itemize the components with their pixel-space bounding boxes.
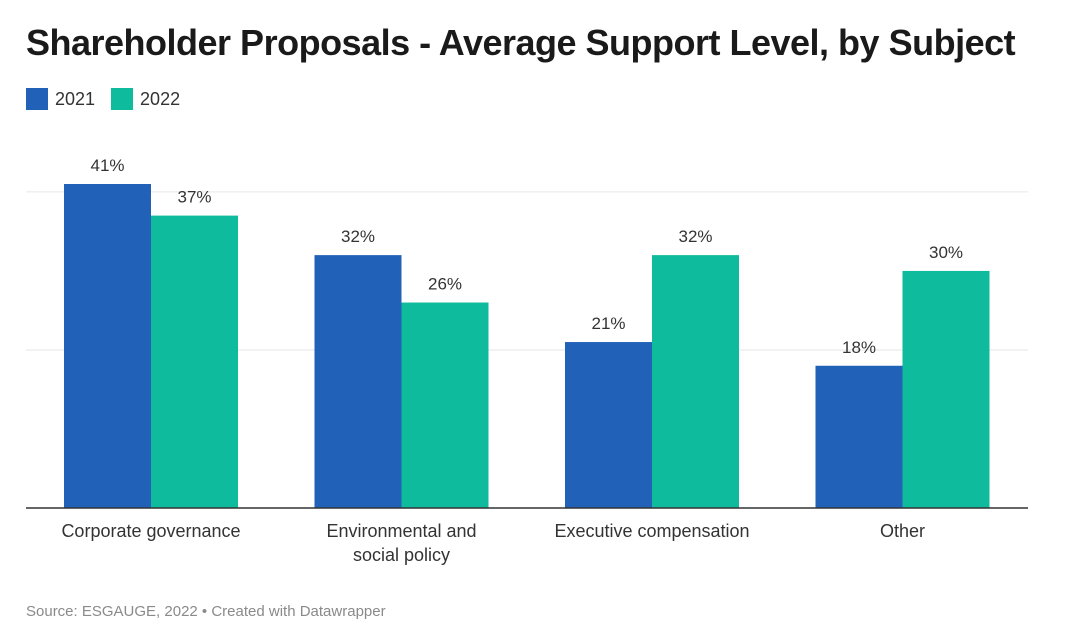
value-label-2022-3: 30% — [929, 243, 963, 262]
bar-2022-3 — [902, 270, 990, 508]
category-label-2: Executive compensation — [554, 521, 749, 541]
bar-2022-2 — [652, 255, 739, 508]
legend-swatch-2021 — [26, 88, 48, 110]
value-label-2022-0: 37% — [177, 188, 211, 207]
value-label-2021-1: 32% — [341, 227, 375, 246]
legend-swatch-2022 — [111, 88, 134, 110]
legend-label-2022: 2022 — [140, 88, 181, 109]
bar-2022-0 — [151, 215, 238, 509]
bar-2021-0 — [64, 184, 151, 508]
source-note: Source: ESGAUGE, 2022 • Created with Dat… — [26, 603, 386, 620]
bar-2021-3 — [815, 365, 903, 508]
value-label-2021-0: 41% — [90, 156, 124, 175]
value-label-2021-2: 21% — [591, 314, 625, 333]
category-label-3: Other — [880, 521, 925, 541]
category-label-1-line2: social policy — [353, 545, 450, 565]
bar-2021-1 — [314, 255, 402, 508]
value-label-2022-1: 26% — [428, 275, 462, 294]
legend-item-2022: 2022 — [111, 88, 180, 110]
value-label-2021-3: 18% — [842, 338, 876, 357]
value-label-2022-2: 32% — [678, 227, 712, 246]
legend: 2021 2022 — [26, 88, 196, 110]
category-label-1: Environmental and — [326, 521, 476, 541]
category-label-0: Corporate governance — [61, 521, 240, 541]
legend-item-2021: 2021 — [26, 88, 95, 110]
bar-2022-1 — [401, 302, 489, 508]
bar-2021-2 — [565, 342, 652, 508]
legend-label-2021: 2021 — [55, 88, 96, 109]
chart-title: Shareholder Proposals - Average Support … — [26, 22, 1016, 63]
